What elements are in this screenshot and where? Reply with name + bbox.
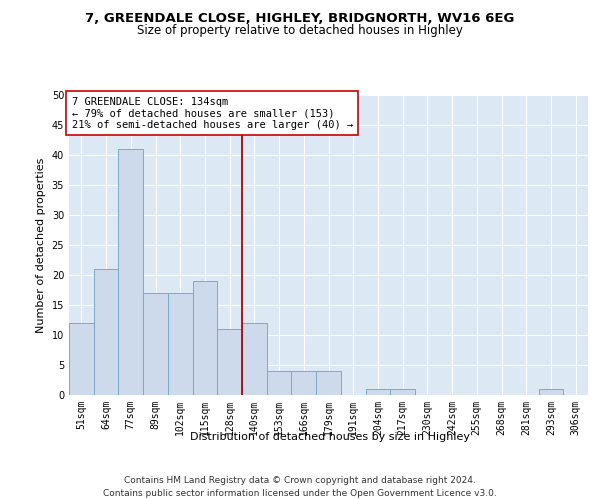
Text: 7, GREENDALE CLOSE, HIGHLEY, BRIDGNORTH, WV16 6EG: 7, GREENDALE CLOSE, HIGHLEY, BRIDGNORTH,… [85, 12, 515, 26]
Bar [217, 329, 242, 395]
Text: Distribution of detached houses by size in Highley: Distribution of detached houses by size … [190, 432, 470, 442]
Bar [193, 281, 217, 395]
Bar [365, 389, 390, 395]
Bar [118, 149, 143, 395]
Bar [292, 371, 316, 395]
Bar [390, 389, 415, 395]
Y-axis label: Number of detached properties: Number of detached properties [36, 158, 46, 332]
Bar [316, 371, 341, 395]
Bar [267, 371, 292, 395]
Bar [143, 293, 168, 395]
Bar [94, 269, 118, 395]
Bar [539, 389, 563, 395]
Text: Contains HM Land Registry data © Crown copyright and database right 2024.
Contai: Contains HM Land Registry data © Crown c… [103, 476, 497, 498]
Bar [168, 293, 193, 395]
Bar [242, 323, 267, 395]
Text: Size of property relative to detached houses in Highley: Size of property relative to detached ho… [137, 24, 463, 37]
Bar [69, 323, 94, 395]
Text: 7 GREENDALE CLOSE: 134sqm
← 79% of detached houses are smaller (153)
21% of semi: 7 GREENDALE CLOSE: 134sqm ← 79% of detac… [71, 96, 353, 130]
